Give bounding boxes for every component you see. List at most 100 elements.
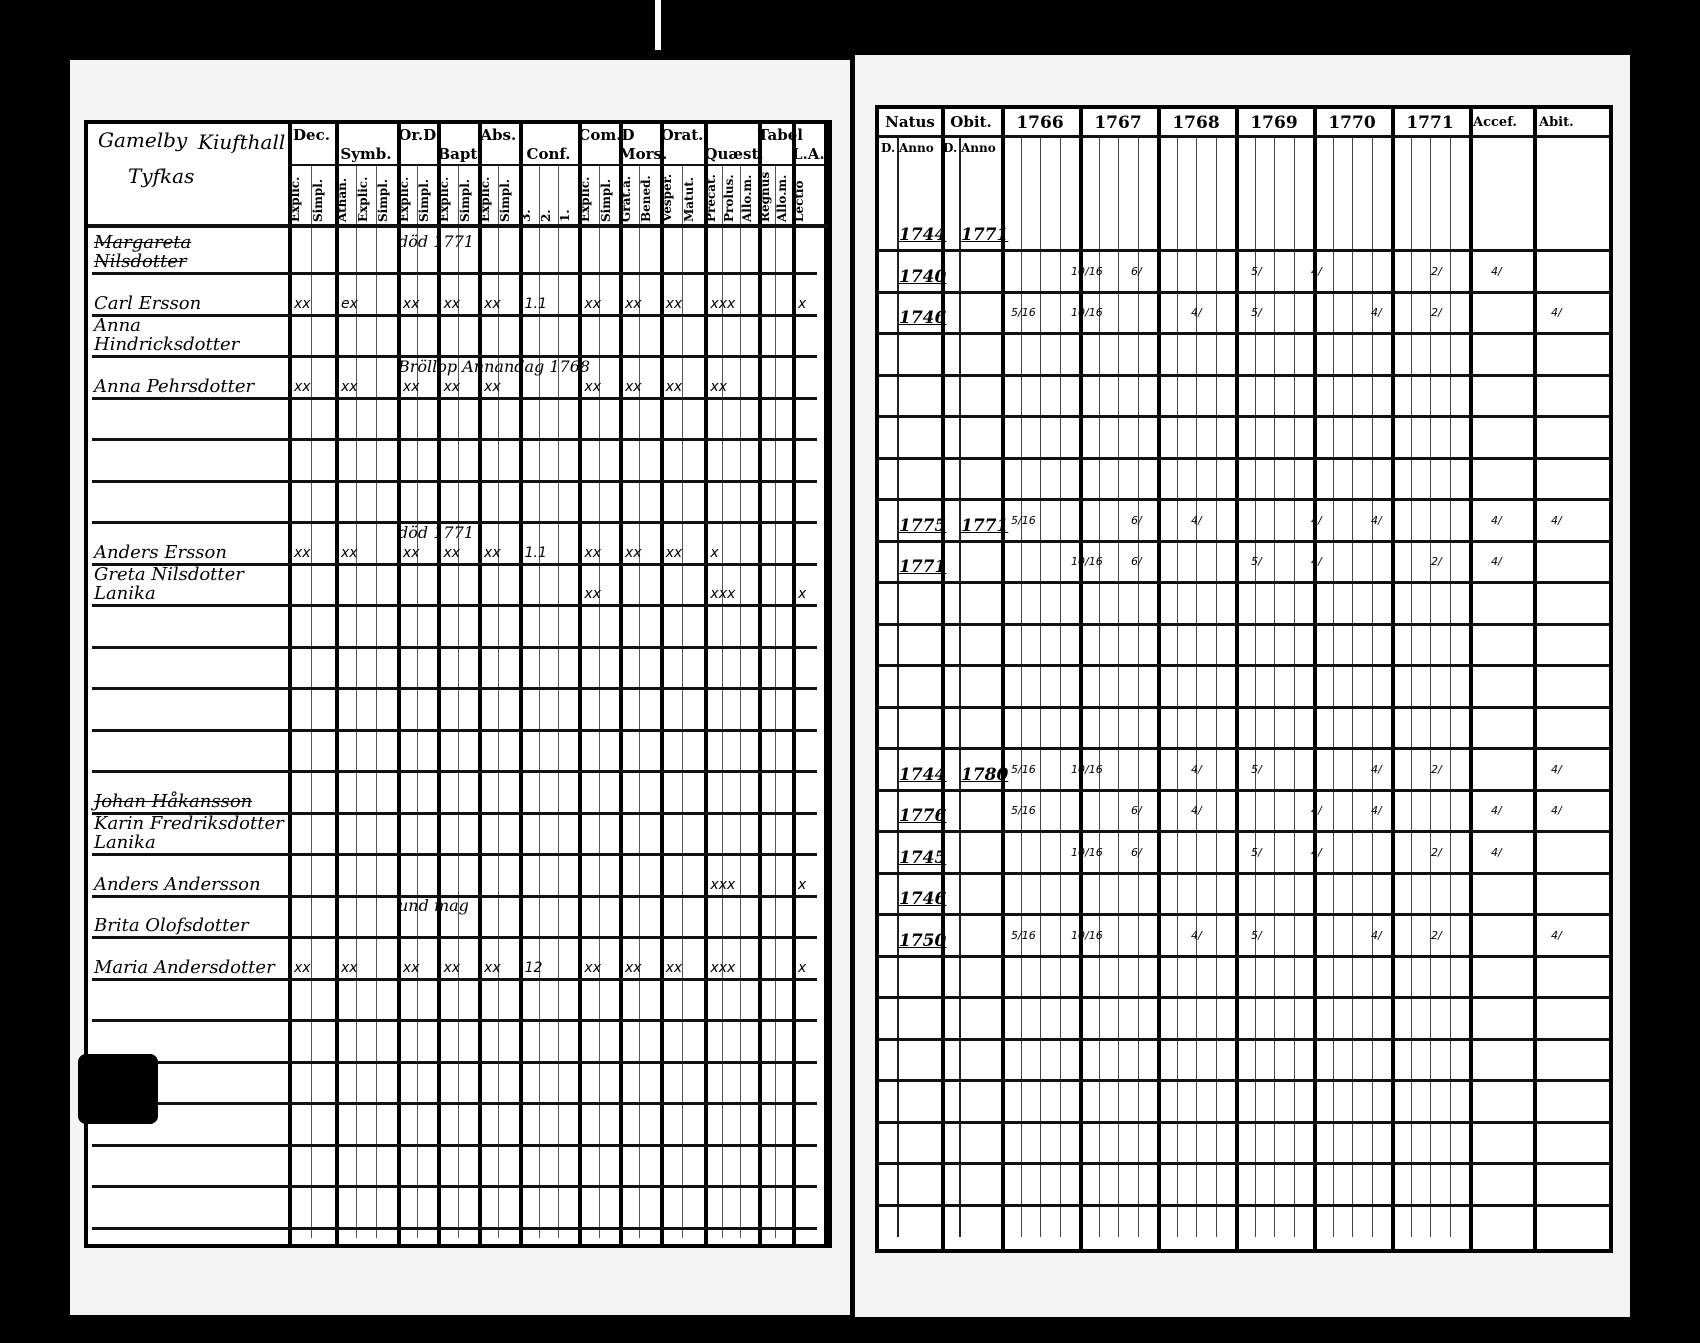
attendance-mark: 5/16 xyxy=(1011,306,1036,319)
catechism-mark: xx xyxy=(340,544,358,561)
attendance-mark: 2/ xyxy=(1431,306,1442,319)
catechism-mark: xx xyxy=(402,544,420,561)
column-subheader: Simpl. xyxy=(376,178,391,222)
row-line xyxy=(879,1162,1609,1165)
birth-year: 1744 xyxy=(899,764,947,785)
corner-heading: Tyfkas xyxy=(128,164,195,188)
catechism-mark: xx xyxy=(584,959,601,976)
row-line xyxy=(879,664,1609,667)
attendance-mark: 10/16 xyxy=(1071,928,1103,942)
header-divider xyxy=(396,164,438,166)
subcolumn-divider xyxy=(1410,137,1412,1237)
row-note: Bröllop Annandag 1768 xyxy=(398,356,591,376)
subcolumn-divider xyxy=(1274,137,1275,1237)
column-subheader: Prolus. xyxy=(722,174,737,222)
year-header: 1769 xyxy=(1250,113,1298,133)
attendance-mark: 10/16 xyxy=(1071,845,1103,859)
column-divider xyxy=(1313,109,1317,1249)
row-line xyxy=(92,977,818,981)
accef-header: Accef. xyxy=(1473,115,1517,130)
person-name: Maria Andersdotter xyxy=(94,956,275,978)
column-header: Orat. xyxy=(660,126,704,144)
catechism-mark: xx xyxy=(340,959,358,976)
attendance-mark: 4/ xyxy=(1491,555,1502,568)
catechism-mark: xx xyxy=(584,378,601,395)
subcolumn-divider xyxy=(1059,137,1061,1237)
row-line xyxy=(879,539,1609,543)
row-line xyxy=(92,272,818,275)
header-bottom-line xyxy=(879,135,1609,138)
column-divider xyxy=(1001,109,1005,1249)
column-divider xyxy=(757,124,762,1244)
catechism-mark: xx xyxy=(624,959,642,976)
row-line xyxy=(879,373,1609,377)
year-header: 1771 xyxy=(1406,113,1454,133)
attendance-mark: 6/ xyxy=(1131,264,1142,278)
row-line xyxy=(879,1203,1609,1207)
attendance-mark: 10/16 xyxy=(1071,264,1103,278)
subcolumn-divider xyxy=(1020,137,1022,1237)
column-subheader: Regnus xyxy=(757,171,772,222)
catechism-mark: x xyxy=(710,544,719,561)
binding-mark xyxy=(655,0,661,50)
person-name: Carl Ersson xyxy=(94,292,202,314)
column-subheader: Grat.a. xyxy=(618,175,633,222)
person-name: Greta Nilsdotter Lanika xyxy=(94,564,244,604)
column-divider xyxy=(396,124,401,1244)
column-divider xyxy=(1235,109,1239,1249)
column-subheader: Allo.m. xyxy=(774,174,789,222)
row-line xyxy=(92,562,818,566)
attendance-mark: 4/ xyxy=(1371,804,1382,817)
row-line xyxy=(879,788,1609,792)
row-line xyxy=(92,1019,818,1022)
attendance-mark: 4/ xyxy=(1191,928,1202,942)
catechism-mark: xx xyxy=(443,295,461,312)
date-subheader: D. xyxy=(943,141,958,155)
catechism-mark: xx xyxy=(484,959,501,976)
catechism-mark: ex xyxy=(340,295,358,312)
death-year: 1780 xyxy=(961,764,1009,785)
row-line xyxy=(92,936,818,939)
attendance-mark: 6/ xyxy=(1131,845,1142,859)
row-line xyxy=(92,479,818,483)
birth-year: 1740 xyxy=(899,266,947,287)
obit-header: Obit. xyxy=(950,113,992,131)
birth-year: 1744 xyxy=(899,225,947,245)
date-subheader: Anno xyxy=(899,141,934,155)
birth-year: 1776 xyxy=(899,806,947,826)
row-line xyxy=(879,1079,1609,1082)
catechism-mark: xxx xyxy=(710,295,736,312)
column-subheader: Matut. xyxy=(681,176,696,222)
attendance-mark: 4/ xyxy=(1311,845,1322,859)
column-divider xyxy=(1469,109,1473,1249)
subcolumn-divider xyxy=(1293,137,1295,1237)
attendance-mark: 4/ xyxy=(1311,513,1322,527)
column-subheader: Simpl. xyxy=(598,178,613,222)
attendance-mark: 2/ xyxy=(1431,264,1442,278)
subcolumn-divider xyxy=(722,166,724,1238)
death-year: 1771 xyxy=(961,225,1009,245)
column-subheader: Simpl. xyxy=(457,178,472,222)
death-year: 1771 xyxy=(961,515,1009,536)
row-line xyxy=(92,770,818,773)
subcolumn-divider xyxy=(1176,137,1178,1237)
catechism-mark: xx xyxy=(584,295,601,312)
subcolumn-divider xyxy=(1196,137,1197,1237)
birth-year: 1750 xyxy=(899,930,947,951)
row-line xyxy=(92,894,818,898)
attendance-mark: 5/ xyxy=(1251,928,1262,942)
subcolumn-divider xyxy=(1371,137,1373,1237)
subcolumn-divider xyxy=(1040,137,1041,1237)
date-subheader: D. xyxy=(881,141,896,155)
column-header: Com.D xyxy=(578,126,635,144)
column-subheader: Explic. xyxy=(578,176,593,222)
left-page: Gamelby Tyfkas Kiufthall Dec. Explic. Simpl. S… xyxy=(70,60,850,1315)
abit-header: Abit. xyxy=(1539,115,1574,130)
row-line xyxy=(879,996,1609,999)
catechism-mark: xxx xyxy=(710,876,736,893)
column-divider xyxy=(1391,109,1395,1249)
column-divider xyxy=(288,124,292,1244)
column-divider xyxy=(824,124,828,1244)
column-subheader: Vesper. xyxy=(659,173,674,222)
subcolumn-divider xyxy=(355,166,357,1238)
